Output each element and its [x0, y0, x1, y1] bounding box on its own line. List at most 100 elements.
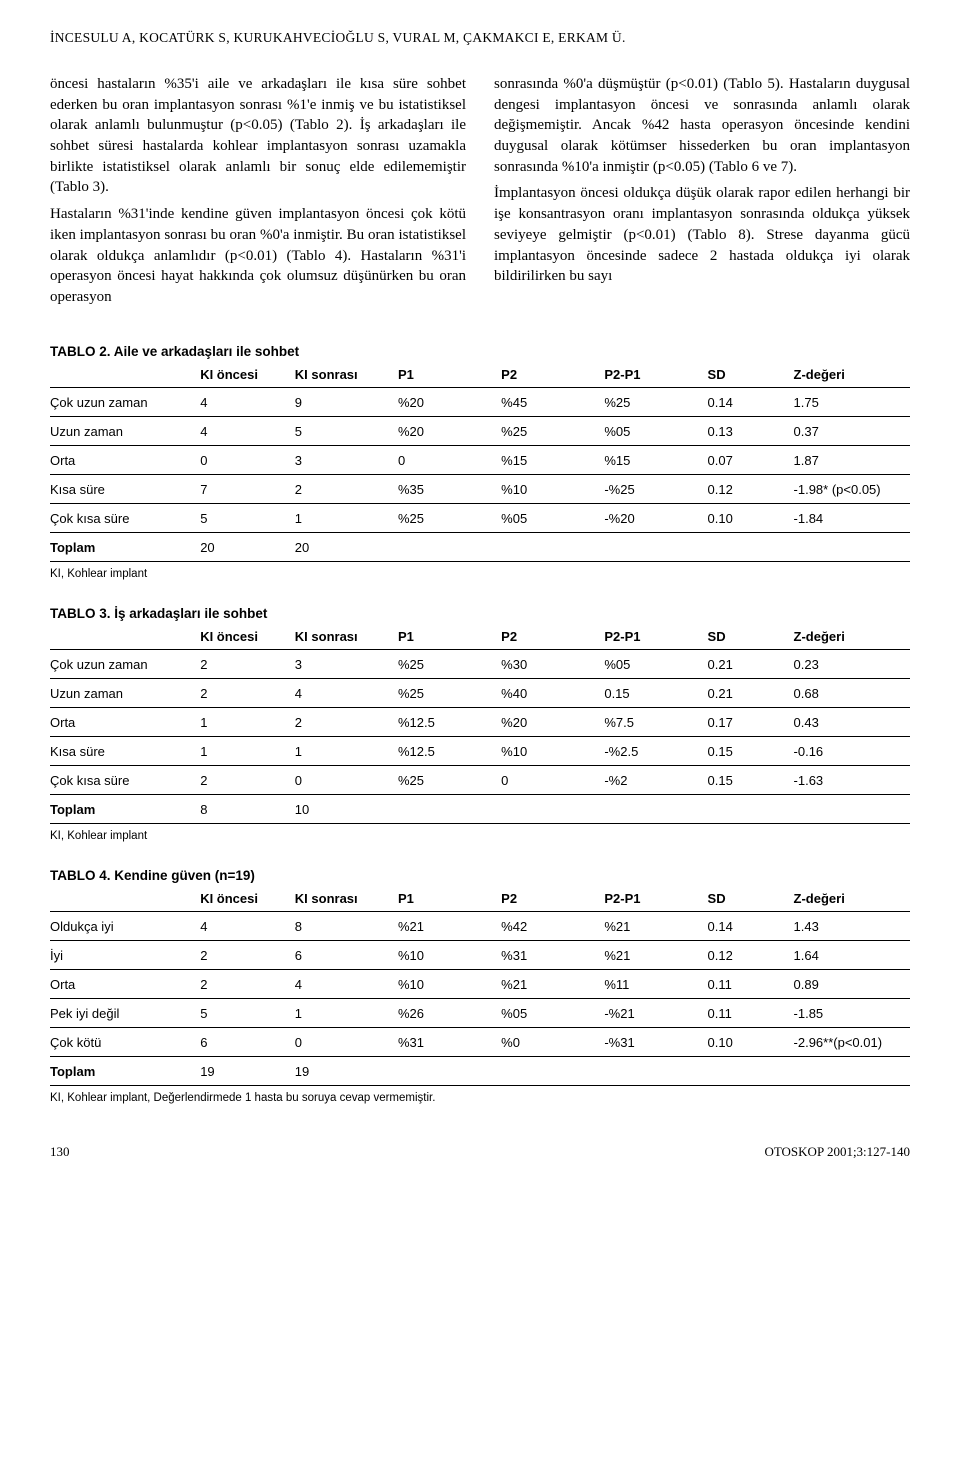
table-cell — [394, 1056, 497, 1085]
table-cell: 6 — [291, 940, 394, 969]
table-cell: 2 — [196, 940, 291, 969]
table-cell: 1 — [196, 707, 291, 736]
table-2: KI öncesiKI sonrasıP1P2P2-P1SDZ-değeriÇo… — [50, 361, 910, 562]
table-cell: %12.5 — [394, 736, 497, 765]
table-cell — [497, 1056, 600, 1085]
table-cell: Toplam — [50, 794, 196, 823]
table-row: Toplam1919 — [50, 1056, 910, 1085]
table-cell: 7 — [196, 474, 291, 503]
table-cell: %20 — [497, 707, 600, 736]
table-cell: %10 — [497, 474, 600, 503]
table-cell: 2 — [196, 765, 291, 794]
table-cell: %31 — [394, 1027, 497, 1056]
table-cell: 0.10 — [704, 503, 790, 532]
table-cell: %25 — [497, 416, 600, 445]
paragraph: İmplantasyon öncesi oldukça düşük olarak… — [494, 183, 910, 286]
table-cell: 5 — [291, 416, 394, 445]
table-row: Toplam2020 — [50, 532, 910, 561]
table-cell: %05 — [497, 503, 600, 532]
table-cell: Çok uzun zaman — [50, 387, 196, 416]
table-cell: %25 — [394, 503, 497, 532]
table-header-cell: KI öncesi — [196, 885, 291, 912]
table-row: Kısa süre72%35%10-%250.12-1.98* (p<0.05) — [50, 474, 910, 503]
table-cell: -%2.5 — [600, 736, 703, 765]
table-cell: 0.37 — [790, 416, 910, 445]
table-cell: Kısa süre — [50, 474, 196, 503]
table-cell: 2 — [291, 707, 394, 736]
table-4-block: TABLO 4. Kendine güven (n=19) KI öncesiK… — [50, 868, 910, 1104]
table-cell: -%21 — [600, 998, 703, 1027]
table-cell: 0.23 — [790, 649, 910, 678]
table-cell: %20 — [394, 387, 497, 416]
table-2-note: KI, Kohlear implant — [50, 568, 910, 580]
table-row: Çok kötü60%31%0-%310.10-2.96**(p<0.01) — [50, 1027, 910, 1056]
table-3-note: KI, Kohlear implant — [50, 830, 910, 842]
paragraph: sonrasında %0'a düşmüştür (p<0.01) (Tabl… — [494, 74, 910, 177]
two-column-body: öncesi hastaların %35'i aile ve arkadaşl… — [50, 74, 910, 314]
table-row: Orta12%12.5%20%7.50.170.43 — [50, 707, 910, 736]
right-column: sonrasında %0'a düşmüştür (p<0.01) (Tabl… — [494, 74, 910, 314]
table-cell: 0.14 — [704, 911, 790, 940]
table-cell: %10 — [497, 736, 600, 765]
table-cell: 0.15 — [704, 736, 790, 765]
table-cell: 20 — [196, 532, 291, 561]
table-header-cell: Z-değeri — [790, 623, 910, 650]
table-cell: 0.07 — [704, 445, 790, 474]
table-cell: 0.12 — [704, 474, 790, 503]
table-header-cell: P2-P1 — [600, 885, 703, 912]
table-header-cell: SD — [704, 361, 790, 388]
table-header-cell: P1 — [394, 885, 497, 912]
table-cell: %05 — [497, 998, 600, 1027]
table-cell: -%2 — [600, 765, 703, 794]
table-cell: %35 — [394, 474, 497, 503]
table-cell: Kısa süre — [50, 736, 196, 765]
table-cell: 0.10 — [704, 1027, 790, 1056]
table-row: Çok kısa süre20%250-%20.15-1.63 — [50, 765, 910, 794]
table-cell: 0 — [291, 1027, 394, 1056]
table-cell: 1 — [291, 736, 394, 765]
table-header-cell: P2 — [497, 361, 600, 388]
table-cell — [790, 1056, 910, 1085]
table-cell: 0 — [394, 445, 497, 474]
table-cell — [704, 1056, 790, 1085]
table-cell: 3 — [291, 649, 394, 678]
table-cell: %21 — [394, 911, 497, 940]
table-cell — [394, 794, 497, 823]
table-cell: %42 — [497, 911, 600, 940]
table-cell: %21 — [497, 969, 600, 998]
table-cell: %25 — [394, 678, 497, 707]
table-cell — [497, 532, 600, 561]
table-row: Kısa süre11%12.5%10-%2.50.15-0.16 — [50, 736, 910, 765]
table-cell: %25 — [394, 649, 497, 678]
table-cell: Uzun zaman — [50, 416, 196, 445]
table-row: Çok kısa süre51%25%05-%200.10-1.84 — [50, 503, 910, 532]
journal-ref: OTOSKOP 2001;3:127-140 — [764, 1144, 910, 1160]
table-row: Pek iyi değil51%26%05-%210.11-1.85 — [50, 998, 910, 1027]
table-cell: 1.87 — [790, 445, 910, 474]
table-cell: 1 — [196, 736, 291, 765]
table-row: Orta24%10%21%110.110.89 — [50, 969, 910, 998]
table-cell: 0 — [291, 765, 394, 794]
table-header-cell: P1 — [394, 623, 497, 650]
table-row: İyi26%10%31%210.121.64 — [50, 940, 910, 969]
table-row: Oldukça iyi48%21%42%210.141.43 — [50, 911, 910, 940]
table-cell: 0.15 — [600, 678, 703, 707]
table-row: Orta030%15%150.071.87 — [50, 445, 910, 474]
table-row: Toplam810 — [50, 794, 910, 823]
table-cell: 1 — [291, 998, 394, 1027]
table-cell: 5 — [196, 503, 291, 532]
table-cell: Çok kısa süre — [50, 765, 196, 794]
table-header-cell: KI sonrası — [291, 885, 394, 912]
table-3-title: TABLO 3. İş arkadaşları ile sohbet — [50, 606, 910, 621]
table-cell: 0.13 — [704, 416, 790, 445]
table-cell: %21 — [600, 911, 703, 940]
table-cell: Orta — [50, 707, 196, 736]
table-cell: 6 — [196, 1027, 291, 1056]
left-column: öncesi hastaların %35'i aile ve arkadaşl… — [50, 74, 466, 314]
table-cell: %15 — [497, 445, 600, 474]
page-footer: 130 OTOSKOP 2001;3:127-140 — [50, 1144, 910, 1160]
table-cell: %05 — [600, 649, 703, 678]
table-cell: 1.64 — [790, 940, 910, 969]
table-cell: 2 — [196, 649, 291, 678]
table-cell: 4 — [196, 387, 291, 416]
